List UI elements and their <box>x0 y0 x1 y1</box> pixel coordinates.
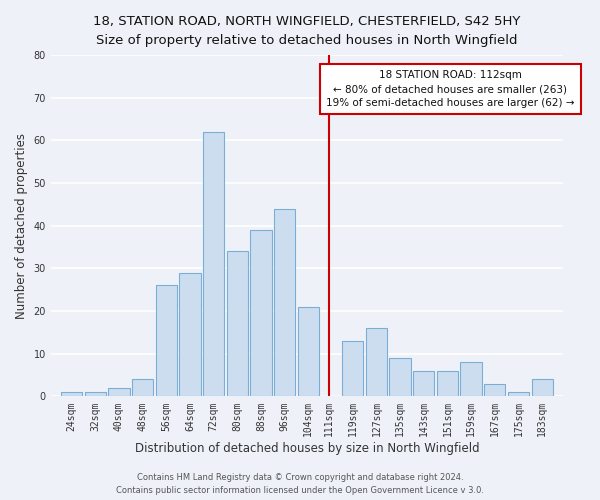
Bar <box>132 380 153 396</box>
Bar <box>460 362 482 396</box>
Bar <box>203 132 224 396</box>
Bar <box>366 328 387 396</box>
Bar <box>155 286 177 397</box>
Bar <box>532 380 553 396</box>
Bar <box>389 358 411 397</box>
Bar <box>179 272 200 396</box>
Bar <box>298 307 319 396</box>
Bar <box>413 370 434 396</box>
X-axis label: Distribution of detached houses by size in North Wingfield: Distribution of detached houses by size … <box>134 442 479 455</box>
Bar <box>61 392 82 396</box>
Bar <box>274 208 295 396</box>
Bar <box>342 341 364 396</box>
Bar <box>108 388 130 396</box>
Bar <box>250 230 272 396</box>
Text: 18 STATION ROAD: 112sqm
← 80% of detached houses are smaller (263)
19% of semi-d: 18 STATION ROAD: 112sqm ← 80% of detache… <box>326 70 575 108</box>
Bar <box>437 370 458 396</box>
Bar <box>508 392 529 396</box>
Text: Contains HM Land Registry data © Crown copyright and database right 2024.
Contai: Contains HM Land Registry data © Crown c… <box>116 474 484 495</box>
Bar <box>85 392 106 396</box>
Bar <box>484 384 505 396</box>
Title: 18, STATION ROAD, NORTH WINGFIELD, CHESTERFIELD, S42 5HY
Size of property relati: 18, STATION ROAD, NORTH WINGFIELD, CHEST… <box>93 15 521 47</box>
Bar <box>227 252 248 396</box>
Y-axis label: Number of detached properties: Number of detached properties <box>15 132 28 318</box>
